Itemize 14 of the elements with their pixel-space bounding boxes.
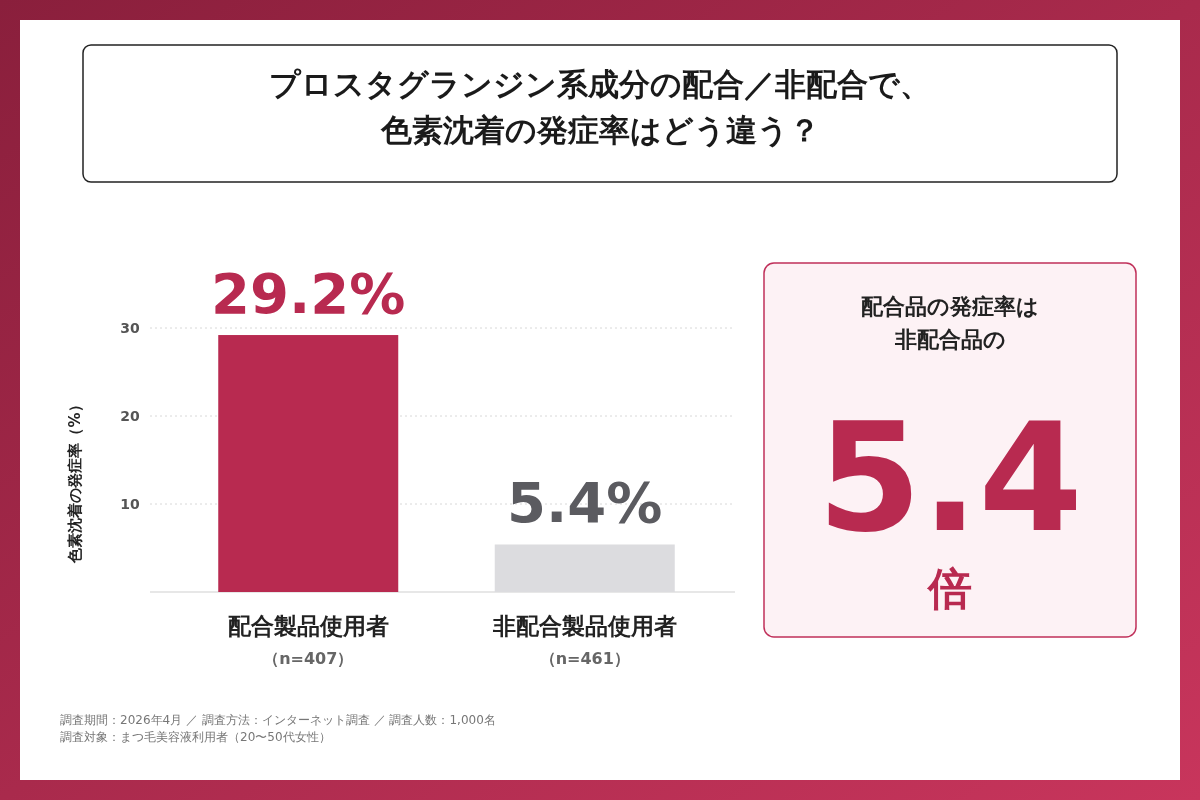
x-tick-label: 配合製品使用者（n=407） (227, 613, 389, 668)
y-axis-title: 色素沈着の発症率（%） (66, 397, 84, 564)
text: 調査対象：まつ毛美容液利用者（20〜50代女性） (60, 730, 331, 744)
y-tick-label: 30 (120, 320, 140, 336)
x-tick-label: 非配合製品使用者（n=461） (491, 613, 677, 668)
text: 調査期間：2026年4月 ／ 調査方法：インターネット調査 ／ 調査人数：1,000名 (60, 713, 496, 727)
data-label: 29.2% (211, 261, 406, 327)
chart-title: プロスタグランジン系成分の配合／非配合で、色素沈着の発症率はどう違う？ (269, 66, 931, 148)
text: 倍 (926, 563, 972, 614)
text: 5.4 (817, 391, 1083, 565)
text: 配合品の発症率は非配合品の (861, 294, 1039, 352)
y-tick-label: 20 (120, 408, 140, 424)
y-tick-label: 10 (120, 496, 140, 512)
data-label: 5.4% (507, 470, 663, 536)
